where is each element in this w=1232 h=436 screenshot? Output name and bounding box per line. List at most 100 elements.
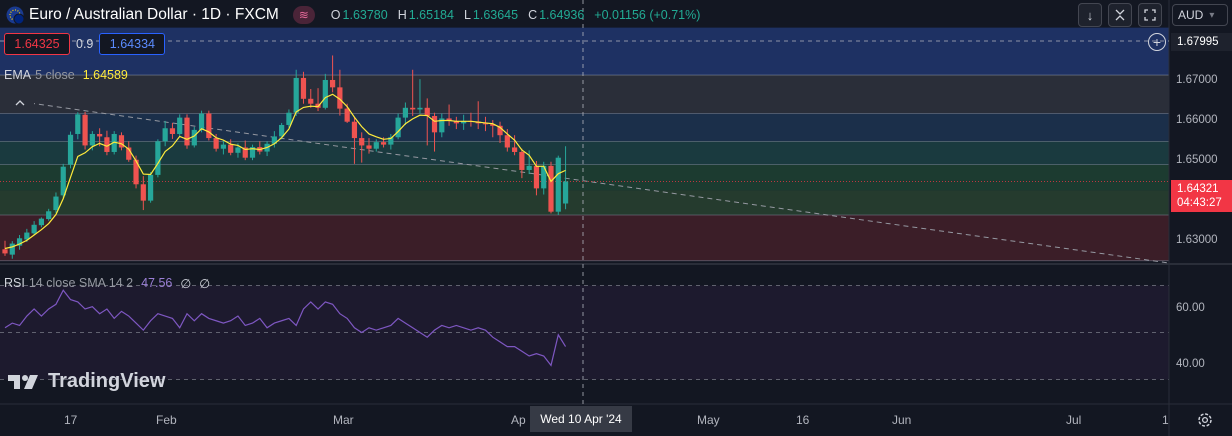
candle-up xyxy=(322,79,328,108)
rsi-value: 47.56 xyxy=(141,276,173,290)
indicator-toggle-icon[interactable]: ≋ xyxy=(292,6,315,24)
rsi-line xyxy=(4,289,567,367)
candle-down xyxy=(453,120,459,124)
candle-down xyxy=(169,128,176,134)
candle-down xyxy=(497,125,503,136)
candle-down xyxy=(184,117,190,146)
bar-countdown: 04:43:27 xyxy=(1177,197,1222,209)
price-tick: 1.65000 xyxy=(1176,154,1218,166)
candle-up xyxy=(373,142,379,149)
candle-up xyxy=(24,232,30,240)
candle-down xyxy=(351,121,358,139)
current-price: 1.64321 xyxy=(1177,183,1219,195)
candle-up xyxy=(402,107,408,118)
candle-up xyxy=(271,136,277,144)
candle-up xyxy=(89,133,95,146)
candle-down xyxy=(242,147,248,158)
ohlc-high: H 1.65184 xyxy=(397,8,454,22)
crosshair-time-label: Wed 10 Apr '24 xyxy=(530,406,632,432)
candle-down xyxy=(344,108,350,122)
candle-up xyxy=(526,165,532,170)
ohlc-open: O 1.63780 xyxy=(330,8,388,22)
candle-up xyxy=(293,77,299,113)
candle-down xyxy=(133,159,139,185)
price-tick: 1.67000 xyxy=(1176,74,1218,86)
candle-down xyxy=(140,184,146,201)
candle-down xyxy=(359,138,365,146)
symbol-title[interactable]: Euro / Australian Dollar · 1D · FXCM xyxy=(29,6,279,23)
ohlc-readout: O 1.63780 H 1.65184 L 1.63645 C 1.64936 +0.0… xyxy=(331,8,701,22)
currency-label: AUD xyxy=(1178,8,1204,22)
candle-up xyxy=(249,147,256,158)
candle-up xyxy=(461,120,467,124)
candle-up xyxy=(9,243,15,255)
candle-down xyxy=(82,114,88,146)
ema-legend[interactable]: EMA 5 close 1.64589 xyxy=(4,68,128,82)
candle-up xyxy=(541,165,547,189)
trend-line xyxy=(29,102,1170,264)
candle-down xyxy=(446,118,452,121)
candle-down xyxy=(308,98,314,104)
currency-select[interactable]: AUD ▾ xyxy=(1172,4,1228,26)
rsi-tick: 40.00 xyxy=(1176,358,1205,370)
candle-down xyxy=(330,79,336,88)
chart-header: Euro / Australian Dollar · 1D · FXCM ≋ O… xyxy=(0,0,700,30)
sell-button[interactable]: 1.64325 xyxy=(4,33,70,55)
price-tick: 1.63000 xyxy=(1176,234,1218,246)
time-tick: Ap xyxy=(511,413,526,427)
candle-up xyxy=(60,166,66,196)
chevron-up-icon xyxy=(15,100,25,106)
candle-down xyxy=(366,145,372,149)
candle-down xyxy=(533,165,540,189)
candle-down xyxy=(126,147,132,160)
price-zone-band xyxy=(0,141,1169,165)
candle-up xyxy=(198,113,205,130)
candle-up xyxy=(562,181,569,204)
time-tick: May xyxy=(697,413,720,427)
download-arrow-icon[interactable]: ↓ xyxy=(1078,3,1102,27)
collapse-arrows-icon[interactable] xyxy=(1108,3,1132,27)
candle-up xyxy=(286,112,292,125)
price-zone-band xyxy=(0,164,1169,191)
candle-up xyxy=(75,114,81,134)
fullscreen-icon[interactable] xyxy=(1138,3,1162,27)
candle-up xyxy=(16,238,23,246)
candle-down xyxy=(512,147,518,152)
candle-up xyxy=(67,134,74,165)
rsi-legend[interactable]: RSI 14 close SMA 14 2 47.56 ∅ ∅ xyxy=(4,276,210,291)
candle-up xyxy=(191,129,197,146)
current-price-label: 1.64321 04:43:27 xyxy=(1171,180,1232,212)
price-zone-band xyxy=(0,113,1169,142)
candle-down xyxy=(410,107,416,110)
ema-line xyxy=(4,93,566,250)
candle-up xyxy=(177,117,183,134)
candle-down xyxy=(482,123,489,125)
collapse-legend-button[interactable] xyxy=(6,93,34,113)
rsi-na-1: ∅ xyxy=(180,277,192,291)
candle-down xyxy=(504,135,510,148)
candle-down xyxy=(300,77,307,99)
candle-up xyxy=(111,133,117,152)
candle-up xyxy=(220,144,226,149)
candle-up xyxy=(555,157,561,212)
candle-up xyxy=(148,174,154,201)
candle-down xyxy=(228,144,234,153)
buy-button[interactable]: 1.64334 xyxy=(99,33,166,55)
candle-up xyxy=(155,141,161,175)
candle-up xyxy=(46,211,52,220)
chevron-down-icon: ▾ xyxy=(1209,9,1215,21)
candle-down xyxy=(2,249,8,254)
rsi-na-2: ∅ xyxy=(199,277,211,291)
tradingview-wordmark: TradingView xyxy=(48,370,166,392)
rsi-tick: 60.00 xyxy=(1176,302,1205,314)
candle-down xyxy=(118,135,125,148)
spread-value: 0.9 xyxy=(76,37,94,51)
chart-settings-gear-icon[interactable] xyxy=(1196,411,1214,429)
tradingview-logo[interactable]: TradingView xyxy=(8,370,165,393)
time-tick: Feb xyxy=(156,413,177,427)
add-price-alert-icon[interactable]: + xyxy=(1148,33,1166,51)
time-tick: 17 xyxy=(64,413,78,427)
time-tick: Jul xyxy=(1066,413,1082,427)
